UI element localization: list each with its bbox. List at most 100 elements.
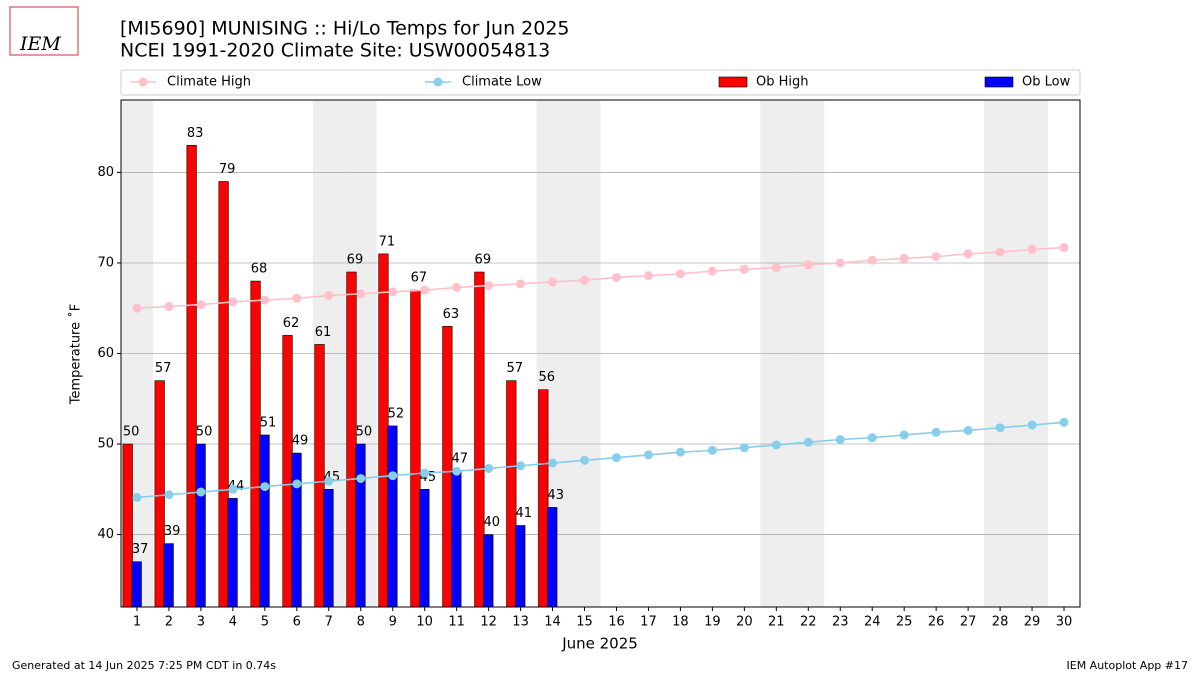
- bar: [186, 144, 197, 608]
- y-tick-label: 70: [97, 255, 114, 270]
- marker: [867, 433, 877, 443]
- legend-marker: [138, 77, 148, 87]
- marker: [707, 445, 717, 455]
- bar-value-label: 50: [196, 425, 213, 440]
- marker: [580, 455, 590, 465]
- y-tick-label: 50: [97, 437, 114, 452]
- marker: [260, 482, 270, 492]
- bar-value-label: 50: [123, 425, 140, 440]
- x-tick-label: 6: [293, 615, 301, 630]
- marker: [867, 255, 877, 265]
- marker: [196, 487, 206, 497]
- x-tick-label: 27: [960, 615, 977, 630]
- x-tick-label: 3: [197, 615, 205, 630]
- marker: [963, 249, 973, 259]
- legend-swatch: [718, 76, 748, 88]
- marker: [931, 427, 941, 437]
- legend-box: [120, 69, 1081, 96]
- bar-value-label: 57: [507, 361, 524, 376]
- legend-marker: [433, 77, 443, 87]
- footer-left: Generated at 14 Jun 2025 7:25 PM CDT in …: [12, 659, 276, 672]
- bar-value-label: 52: [388, 406, 405, 421]
- bar: [410, 289, 421, 608]
- marker: [292, 479, 302, 489]
- plot-frame: [120, 99, 1081, 608]
- bar-value-label: 69: [475, 253, 492, 268]
- marker: [356, 289, 366, 299]
- bar-value-label: 50: [356, 425, 373, 440]
- marker: [803, 437, 813, 447]
- marker: [388, 287, 398, 297]
- bar-value-label: 51: [260, 415, 277, 430]
- bar-value-label: 41: [515, 506, 532, 521]
- bar: [259, 434, 270, 608]
- x-tick-label: 22: [800, 615, 817, 630]
- bar-value-label: 67: [411, 271, 428, 286]
- marker: [132, 492, 142, 502]
- marker: [899, 430, 909, 440]
- marker: [228, 484, 238, 494]
- bar-value-label: 69: [347, 253, 364, 268]
- legend-swatch: [984, 76, 1014, 88]
- bar-value-label: 47: [452, 452, 469, 467]
- marker: [611, 272, 621, 282]
- marker: [356, 473, 366, 483]
- bar-value-label: 43: [547, 488, 564, 503]
- x-tick-label: 9: [389, 615, 397, 630]
- x-tick-label: 1: [133, 615, 141, 630]
- bar: [419, 489, 430, 608]
- y-tick-label: 40: [97, 527, 114, 542]
- bar-value-label: 37: [132, 542, 149, 557]
- marker: [324, 476, 334, 486]
- x-tick-label: 25: [896, 615, 913, 630]
- x-tick-label: 2: [165, 615, 173, 630]
- marker: [643, 450, 653, 460]
- bar-value-label: 57: [155, 361, 172, 376]
- marker: [420, 285, 430, 295]
- marker: [164, 490, 174, 500]
- marker: [324, 291, 334, 301]
- marker: [995, 247, 1005, 257]
- x-tick-label: 29: [1024, 615, 1041, 630]
- marker: [516, 279, 526, 289]
- marker: [707, 266, 717, 276]
- line: [136, 421, 1065, 499]
- bar-value-label: 49: [292, 434, 309, 449]
- marker: [260, 295, 270, 305]
- x-tick-label: 12: [480, 615, 497, 630]
- x-tick-label: 7: [325, 615, 333, 630]
- bar-value-label: 79: [219, 162, 236, 177]
- marker: [675, 269, 685, 279]
- bar: [483, 534, 494, 608]
- y-tick-label: 80: [97, 165, 114, 180]
- marker: [548, 277, 558, 287]
- bar: [451, 470, 462, 608]
- bar-value-label: 40: [484, 515, 501, 530]
- line: [136, 246, 1065, 310]
- bar-value-label: 62: [283, 316, 300, 331]
- bar: [195, 443, 206, 608]
- x-tick-label: 11: [448, 615, 465, 630]
- bar: [378, 253, 389, 608]
- marker: [452, 466, 462, 476]
- x-tick-label: 15: [576, 615, 593, 630]
- marker: [739, 264, 749, 274]
- x-tick-label: 20: [736, 615, 753, 630]
- marker: [228, 297, 238, 307]
- marker: [196, 300, 206, 310]
- bar: [154, 380, 165, 608]
- x-tick-label: 23: [832, 615, 849, 630]
- bar: [218, 181, 229, 608]
- marker: [484, 463, 494, 473]
- legend-label: Climate High: [167, 75, 251, 90]
- marker: [420, 468, 430, 478]
- marker: [132, 303, 142, 313]
- bar-value-label: 61: [315, 325, 332, 340]
- x-tick-label: 10: [416, 615, 433, 630]
- marker: [516, 461, 526, 471]
- marker: [963, 425, 973, 435]
- bar: [227, 498, 238, 608]
- marker: [803, 260, 813, 270]
- marker: [771, 440, 781, 450]
- x-tick-label: 14: [544, 615, 561, 630]
